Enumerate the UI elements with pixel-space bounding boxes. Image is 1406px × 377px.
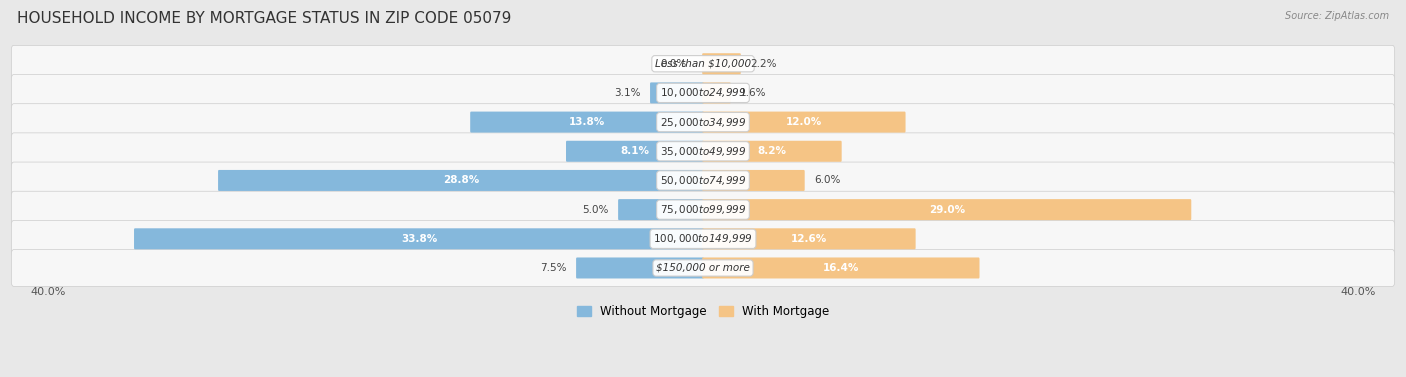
Text: $35,000 to $49,999: $35,000 to $49,999 bbox=[659, 145, 747, 158]
Text: 1.6%: 1.6% bbox=[740, 88, 766, 98]
Text: 33.8%: 33.8% bbox=[401, 234, 437, 244]
Text: 40.0%: 40.0% bbox=[31, 287, 66, 297]
FancyBboxPatch shape bbox=[702, 112, 905, 133]
FancyBboxPatch shape bbox=[11, 104, 1395, 141]
Text: $75,000 to $99,999: $75,000 to $99,999 bbox=[659, 203, 747, 216]
Text: 5.0%: 5.0% bbox=[582, 205, 609, 215]
FancyBboxPatch shape bbox=[11, 191, 1395, 228]
Text: $150,000 or more: $150,000 or more bbox=[657, 263, 749, 273]
Text: 3.1%: 3.1% bbox=[614, 88, 641, 98]
Text: Less than $10,000: Less than $10,000 bbox=[655, 59, 751, 69]
Text: 16.4%: 16.4% bbox=[823, 263, 859, 273]
FancyBboxPatch shape bbox=[470, 112, 704, 133]
Text: 12.0%: 12.0% bbox=[786, 117, 823, 127]
Text: 8.1%: 8.1% bbox=[620, 146, 650, 156]
FancyBboxPatch shape bbox=[11, 250, 1395, 287]
Text: 28.8%: 28.8% bbox=[443, 175, 479, 185]
FancyBboxPatch shape bbox=[11, 45, 1395, 82]
Text: $25,000 to $34,999: $25,000 to $34,999 bbox=[659, 116, 747, 129]
FancyBboxPatch shape bbox=[576, 257, 704, 279]
FancyBboxPatch shape bbox=[134, 228, 704, 249]
FancyBboxPatch shape bbox=[650, 83, 704, 103]
FancyBboxPatch shape bbox=[567, 141, 704, 162]
FancyBboxPatch shape bbox=[11, 221, 1395, 257]
FancyBboxPatch shape bbox=[702, 199, 1191, 220]
Legend: Without Mortgage, With Mortgage: Without Mortgage, With Mortgage bbox=[572, 300, 834, 323]
Text: $10,000 to $24,999: $10,000 to $24,999 bbox=[659, 86, 747, 100]
Text: 8.2%: 8.2% bbox=[758, 146, 786, 156]
FancyBboxPatch shape bbox=[11, 162, 1395, 199]
Text: 13.8%: 13.8% bbox=[569, 117, 605, 127]
FancyBboxPatch shape bbox=[702, 53, 741, 74]
FancyBboxPatch shape bbox=[702, 83, 731, 103]
FancyBboxPatch shape bbox=[702, 170, 804, 191]
FancyBboxPatch shape bbox=[702, 228, 915, 249]
FancyBboxPatch shape bbox=[11, 133, 1395, 170]
Text: HOUSEHOLD INCOME BY MORTGAGE STATUS IN ZIP CODE 05079: HOUSEHOLD INCOME BY MORTGAGE STATUS IN Z… bbox=[17, 11, 512, 26]
FancyBboxPatch shape bbox=[702, 257, 980, 279]
FancyBboxPatch shape bbox=[619, 199, 704, 220]
FancyBboxPatch shape bbox=[11, 75, 1395, 111]
Text: $50,000 to $74,999: $50,000 to $74,999 bbox=[659, 174, 747, 187]
Text: $100,000 to $149,999: $100,000 to $149,999 bbox=[654, 232, 752, 245]
Text: 0.0%: 0.0% bbox=[659, 59, 686, 69]
Text: 29.0%: 29.0% bbox=[928, 205, 965, 215]
Text: Source: ZipAtlas.com: Source: ZipAtlas.com bbox=[1285, 11, 1389, 21]
Text: 6.0%: 6.0% bbox=[814, 175, 841, 185]
Text: 2.2%: 2.2% bbox=[749, 59, 776, 69]
Text: 12.6%: 12.6% bbox=[790, 234, 827, 244]
Text: 7.5%: 7.5% bbox=[540, 263, 567, 273]
FancyBboxPatch shape bbox=[218, 170, 704, 191]
Text: 40.0%: 40.0% bbox=[1340, 287, 1375, 297]
FancyBboxPatch shape bbox=[702, 141, 842, 162]
